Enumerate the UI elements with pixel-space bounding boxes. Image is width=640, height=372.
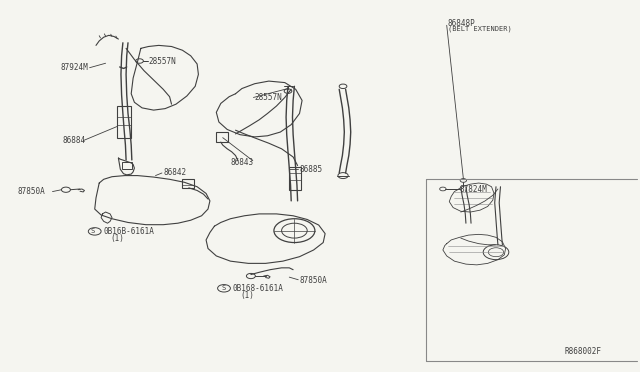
Text: 0B168-6161A: 0B168-6161A <box>233 284 284 293</box>
Text: 86843: 86843 <box>230 158 253 167</box>
Text: 28557N: 28557N <box>255 93 282 102</box>
Text: 87924M: 87924M <box>61 63 88 72</box>
Bar <box>117 106 131 138</box>
Text: (1): (1) <box>110 234 124 243</box>
Bar <box>182 179 194 188</box>
Text: (BELT EXTENDER): (BELT EXTENDER) <box>448 26 512 32</box>
Text: 86884: 86884 <box>63 136 86 145</box>
Text: 87824M: 87824M <box>460 185 487 194</box>
Text: R868002F: R868002F <box>564 347 602 356</box>
Text: 28557N: 28557N <box>148 57 176 65</box>
Text: 87850A: 87850A <box>300 276 327 285</box>
Text: 0B16B-6161A: 0B16B-6161A <box>104 227 154 236</box>
Text: S: S <box>91 228 95 234</box>
Bar <box>289 167 301 190</box>
Text: 87850A: 87850A <box>18 187 45 196</box>
Text: S: S <box>222 285 226 291</box>
Text: 86842: 86842 <box>163 169 186 177</box>
Bar <box>122 162 132 169</box>
Text: 86848P: 86848P <box>448 19 476 28</box>
Text: 86885: 86885 <box>300 165 323 174</box>
Bar <box>216 132 228 142</box>
Text: (1): (1) <box>240 291 254 300</box>
